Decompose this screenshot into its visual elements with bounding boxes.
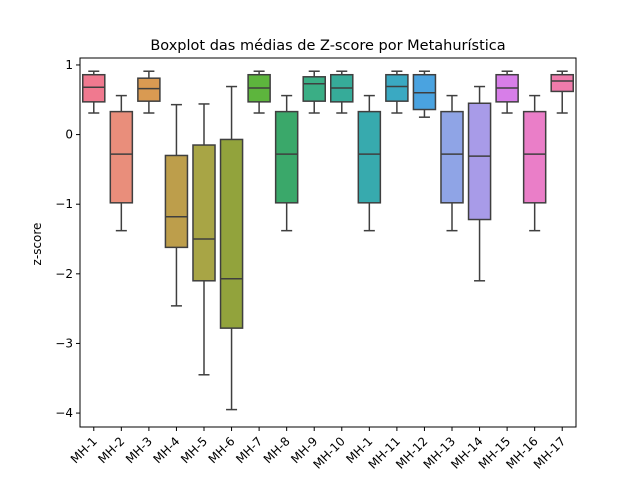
box-group	[330, 70, 354, 114]
x-tick-label: MH-6	[206, 434, 238, 466]
box	[109, 110, 134, 204]
box-group	[82, 70, 106, 114]
box-group	[495, 70, 519, 114]
y-tick-label: −3	[55, 336, 73, 350]
x-ticks: MH-1MH-2MH-3MH-4MH-5MH-6MH-7MH-8MH-9MH-1…	[68, 427, 568, 472]
box-group	[109, 94, 134, 232]
box	[219, 138, 244, 329]
box-group	[137, 70, 161, 114]
box-group	[302, 70, 326, 114]
plot-frame	[79, 57, 577, 428]
y-ticks: 1 0 −1 −2 −3 −4	[55, 58, 80, 420]
box	[274, 110, 299, 204]
box	[385, 73, 409, 102]
y-tick-label: 1	[65, 58, 73, 72]
box	[440, 110, 464, 204]
box-group	[164, 103, 189, 307]
box-group	[192, 103, 216, 376]
chart-title: Boxplot das médias de Z-score por Metahu…	[150, 38, 505, 54]
x-tick-label: MH-7	[233, 434, 265, 466]
x-tick-label: MH-2	[95, 434, 127, 466]
box-group	[385, 70, 409, 114]
y-tick-label: −1	[55, 197, 73, 211]
box	[192, 144, 216, 282]
box	[302, 76, 326, 102]
box	[467, 102, 492, 221]
box-group	[522, 94, 547, 232]
box	[164, 154, 189, 249]
x-tick-label: MH-8	[261, 434, 293, 466]
box-group	[440, 94, 464, 232]
box-group	[274, 94, 299, 232]
box	[522, 110, 547, 204]
box-group	[357, 94, 382, 232]
box-group	[550, 70, 574, 114]
x-tick-label: MH-3	[123, 434, 155, 466]
box	[82, 73, 106, 103]
y-axis-label: z-score	[30, 223, 44, 266]
x-tick-label: MH-1	[68, 434, 100, 466]
y-tick-label: 0	[65, 128, 73, 142]
box	[137, 77, 161, 102]
box	[550, 73, 574, 93]
y-tick-label: −4	[55, 406, 73, 420]
x-tick-label: MH-4	[151, 434, 183, 466]
box	[357, 110, 382, 204]
y-tick-label: −2	[55, 267, 73, 281]
x-tick-label: MH-5	[178, 434, 210, 466]
box-group	[247, 70, 271, 114]
box-group	[219, 85, 244, 411]
boxes-layer	[82, 70, 574, 411]
box-group	[467, 85, 492, 282]
box-group	[412, 70, 437, 118]
